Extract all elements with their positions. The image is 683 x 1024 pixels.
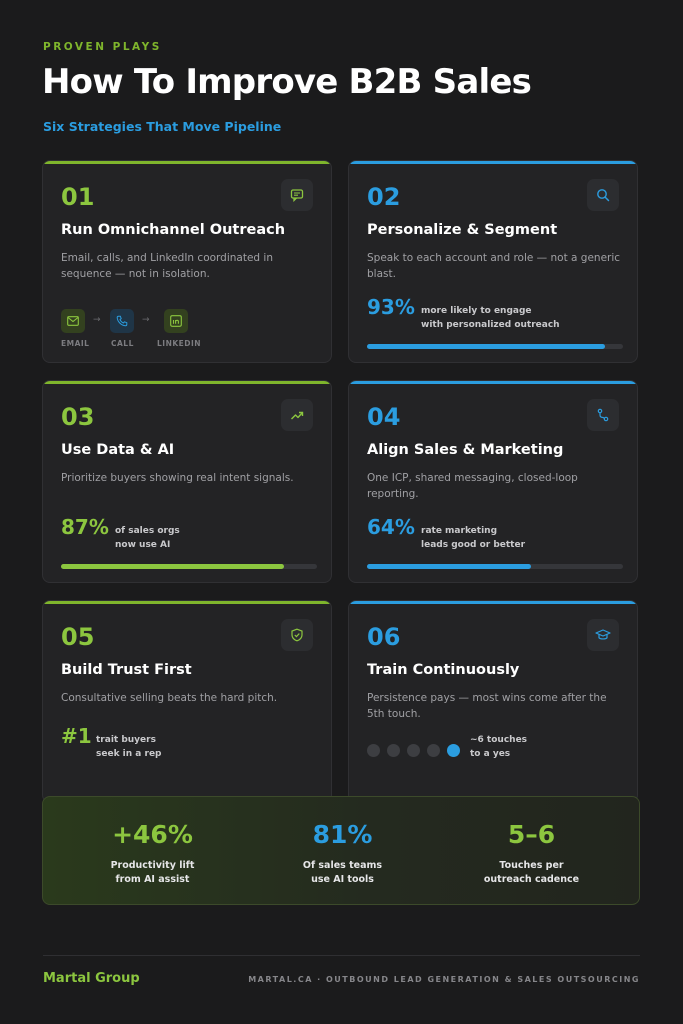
phone-icon xyxy=(110,309,134,333)
brand-name: Martal Group xyxy=(43,971,140,986)
channel-label: EMAIL xyxy=(61,339,90,348)
linkedin-icon xyxy=(164,309,188,333)
card-number: 04 xyxy=(367,403,401,431)
progress-fill xyxy=(367,344,606,349)
card-number: 06 xyxy=(367,623,401,651)
footer-divider xyxy=(43,955,640,956)
channel-arrow: → xyxy=(93,315,101,325)
card-title: Align Sales & Marketing xyxy=(367,442,564,458)
page-subtitle: Six Strategies That Move Pipeline xyxy=(43,119,282,134)
summary-label-line: from AI assist xyxy=(115,874,190,885)
card-number: 01 xyxy=(61,183,95,211)
progress-bar xyxy=(367,344,623,349)
progress-fill xyxy=(61,564,284,569)
touch-dot xyxy=(427,744,440,757)
graduation-cap-icon xyxy=(587,619,619,651)
stat-label-line: trait buyers xyxy=(96,735,156,745)
card-number: 05 xyxy=(61,623,95,651)
progress-bar xyxy=(61,564,317,569)
stat-value: 93% xyxy=(367,295,415,319)
touch-dot xyxy=(447,744,460,757)
stat-label: ~6 touches to a yes xyxy=(470,733,527,761)
strategy-card-01: 01 Run Omnichannel Outreach Email, calls… xyxy=(42,160,332,363)
mail-icon xyxy=(61,309,85,333)
eyebrow: PROVEN PLAYS xyxy=(43,41,162,53)
summary-label-line: Productivity lift xyxy=(110,860,195,871)
strategy-card-03: 03 Use Data & AI Prioritize buyers showi… xyxy=(42,380,332,583)
stat-label-line: with personalized outreach xyxy=(421,320,560,330)
strategy-card-02: 02 Personalize & Segment Speak to each a… xyxy=(348,160,638,363)
route-icon xyxy=(587,399,619,431)
card-title: Use Data & AI xyxy=(61,442,175,458)
touch-dot xyxy=(367,744,380,757)
stat-value: 87% xyxy=(61,515,109,539)
summary-stat: 5–6 Touches per outreach cadence xyxy=(432,797,631,887)
card-description: Persistence pays — most wins come after … xyxy=(367,692,607,720)
channel-label: CALL xyxy=(111,339,134,348)
strategy-card-04: 04 Align Sales & Marketing One ICP, shar… xyxy=(348,380,638,583)
card-number: 02 xyxy=(367,183,401,211)
stat-label-line: rate marketing xyxy=(421,526,498,536)
progress-bar xyxy=(367,564,623,569)
card-title: Personalize & Segment xyxy=(367,222,558,238)
channel-label: LINKEDIN xyxy=(157,339,202,348)
card-title: Train Continuously xyxy=(367,662,520,678)
stat-label-line: of sales orgs xyxy=(115,526,180,536)
search-icon xyxy=(587,179,619,211)
summary-value: 81% xyxy=(312,820,373,849)
card-description: One ICP, shared messaging, closed-loop r… xyxy=(367,472,578,500)
summary-label: Productivity lift from AI assist xyxy=(53,859,252,887)
card-title: Build Trust First xyxy=(61,662,192,678)
footer-note: MARTAL.CA · OUTBOUND LEAD GENERATION & S… xyxy=(248,975,640,984)
stat-label-line: to a yes xyxy=(470,749,511,759)
summary-stats: +46% Productivity lift from AI assist 81%… xyxy=(42,796,640,905)
channel-arrow: → xyxy=(142,315,150,325)
progress-fill xyxy=(367,564,531,569)
stat-value: #1 xyxy=(61,724,92,748)
strategy-card-06: 06 Train Continuously Persistence pays —… xyxy=(348,600,638,803)
summary-value: 5–6 xyxy=(507,820,556,849)
trending-up-icon xyxy=(281,399,313,431)
page-title: How To Improve B2B Sales xyxy=(42,62,532,102)
stat-label: rate marketing leads good or better xyxy=(421,524,525,552)
stat-label-line: more likely to engage xyxy=(421,306,532,316)
stat-label: trait buyers seek in a rep xyxy=(96,733,162,761)
stat-label-line: now use AI xyxy=(115,540,171,550)
stat-value: 64% xyxy=(367,515,415,539)
summary-stat: +46% Productivity lift from AI assist xyxy=(53,797,252,887)
stat-label-line: seek in a rep xyxy=(96,749,162,759)
stat-label-line: ~6 touches xyxy=(470,735,528,745)
summary-stat: 81% Of sales teams use AI tools xyxy=(243,797,442,887)
card-number: 03 xyxy=(61,403,95,431)
stat-label: of sales orgs now use AI xyxy=(115,524,180,552)
strategy-card-05: 05 Build Trust First Consultative sellin… xyxy=(42,600,332,803)
summary-label-line: use AI tools xyxy=(311,874,374,885)
stat-label: more likely to engage with personalized o… xyxy=(421,304,560,332)
card-description: Email, calls, and LinkedIn coordinated i… xyxy=(61,252,274,280)
summary-value: +46% xyxy=(112,820,193,849)
stat-label-line: leads good or better xyxy=(421,540,526,550)
card-description: Speak to each account and role — not a g… xyxy=(367,252,621,280)
summary-label-line: Of sales teams xyxy=(302,860,383,871)
card-description: Prioritize buyers showing real intent si… xyxy=(61,472,294,484)
chat-message-icon xyxy=(281,179,313,211)
touch-dot xyxy=(387,744,400,757)
summary-label: Touches per outreach cadence xyxy=(432,859,631,887)
shield-check-icon xyxy=(281,619,313,651)
summary-label-line: outreach cadence xyxy=(483,874,580,885)
card-title: Run Omnichannel Outreach xyxy=(61,222,286,238)
touch-dot xyxy=(407,744,420,757)
summary-label: Of sales teams use AI tools xyxy=(243,859,442,887)
card-description: Consultative selling beats the hard pitc… xyxy=(61,692,278,704)
summary-label-line: Touches per xyxy=(499,860,564,871)
